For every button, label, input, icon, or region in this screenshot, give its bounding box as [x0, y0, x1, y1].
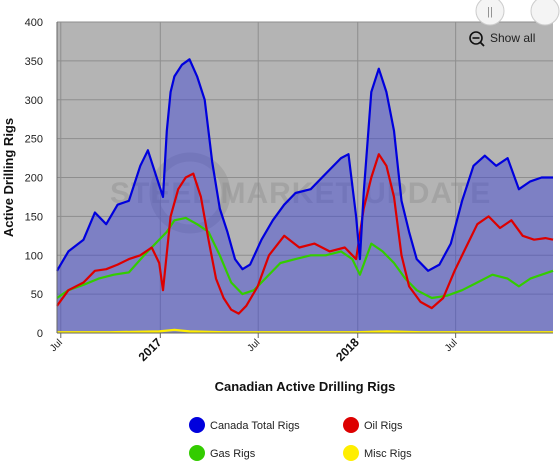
show-all-button[interactable]: Show all [469, 31, 535, 47]
watermark-logo-ring [149, 152, 231, 234]
y-tick-label: 200 [25, 173, 43, 185]
zoom-out-icon [469, 31, 483, 45]
y-tick-label: 350 [25, 56, 43, 68]
x-tick-label: Jul [246, 337, 263, 354]
scroll-handle-button[interactable]: || [475, 0, 505, 26]
y-tick-label: 150 [25, 211, 43, 223]
x-tick-label: 2017 [136, 335, 165, 364]
legend-marker [189, 417, 205, 433]
y-axis-title: Active Drilling Rigs [1, 118, 16, 237]
chart-title: Canadian Active Drilling Rigs [215, 379, 396, 394]
x-tick-label: 2018 [333, 335, 362, 364]
y-tick-label: 0 [37, 328, 43, 340]
legend-label: Oil Rigs [364, 420, 403, 432]
y-tick-label: 400 [25, 17, 43, 29]
legend: Canada Total Rigs Oil Rigs Gas Rigs Misc Ri… [189, 417, 412, 461]
legend-label: Gas Rigs [210, 448, 256, 460]
x-tick-label: Jul [48, 337, 65, 354]
oil-rigs-line [56, 153, 554, 315]
total-rigs-area [57, 59, 553, 334]
legend-marker [189, 445, 205, 461]
canada-total-rigs-line [56, 58, 553, 272]
scroll-end-button[interactable] [530, 0, 560, 26]
y-tick-label: 100 [25, 250, 43, 262]
pause-icon: || [487, 6, 493, 18]
series-layer [56, 58, 554, 334]
legend-marker [343, 445, 359, 461]
y-tick-label: 250 [25, 134, 43, 146]
legend-item-misc-rigs[interactable]: Misc Rigs [343, 445, 412, 461]
legend-item-oil-rigs[interactable]: Oil Rigs [343, 417, 403, 433]
legend-label: Misc Rigs [364, 448, 412, 460]
x-tick-label: Jul [443, 337, 460, 354]
legend-item-canada-total-rigs[interactable]: Canada Total Rigs [189, 417, 300, 433]
y-tick-label: 300 [25, 95, 43, 107]
misc-rigs-line [57, 328, 553, 334]
show-all-label: Show all [490, 31, 535, 45]
legend-item-gas-rigs[interactable]: Gas Rigs [189, 445, 256, 461]
legend-marker [343, 417, 359, 433]
y-tick-label: 50 [31, 289, 43, 301]
legend-label: Canada Total Rigs [210, 420, 300, 432]
